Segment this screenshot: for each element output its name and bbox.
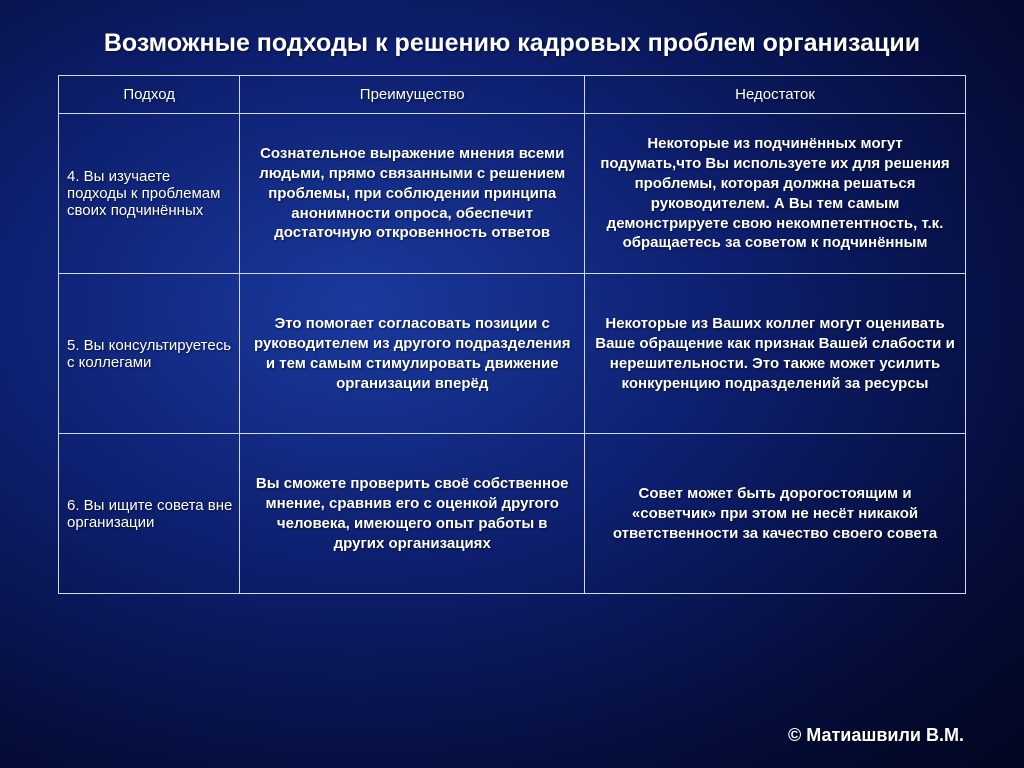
table-header-row: Подход Преимущество Недостаток [59,76,966,114]
cell-approach: 6. Вы ищите совета вне организации [59,434,240,594]
slide-title: Возможные подходы к решению кадровых про… [58,28,966,59]
cell-approach: 5. Вы консультируетесь с коллегами [59,274,240,434]
cell-disadvantage: Совет может быть дорогостоящим и «советч… [585,434,966,594]
col-header-disadvantage: Недостаток [585,76,966,114]
cell-disadvantage: Некоторые из Ваших коллег могут оцениват… [585,274,966,434]
cell-approach: 4. Вы изучаете подходы к проблемам своих… [59,114,240,274]
table-row: 4. Вы изучаете подходы к проблемам своих… [59,114,966,274]
table-row: 6. Вы ищите совета вне организации Вы см… [59,434,966,594]
col-header-approach: Подход [59,76,240,114]
table-row: 5. Вы консультируетесь с коллегами Это п… [59,274,966,434]
slide: Возможные подходы к решению кадровых про… [0,0,1024,768]
cell-advantage: Сознательное выражение мнения всеми людь… [240,114,585,274]
col-header-advantage: Преимущество [240,76,585,114]
approaches-table: Подход Преимущество Недостаток 4. Вы изу… [58,75,966,594]
cell-advantage: Это помогает согласовать позиции с руков… [240,274,585,434]
copyright-text: © Матиашвили В.М. [788,725,964,746]
cell-disadvantage: Некоторые из подчинённых могут подумать,… [585,114,966,274]
cell-advantage: Вы сможете проверить своё собственное мн… [240,434,585,594]
